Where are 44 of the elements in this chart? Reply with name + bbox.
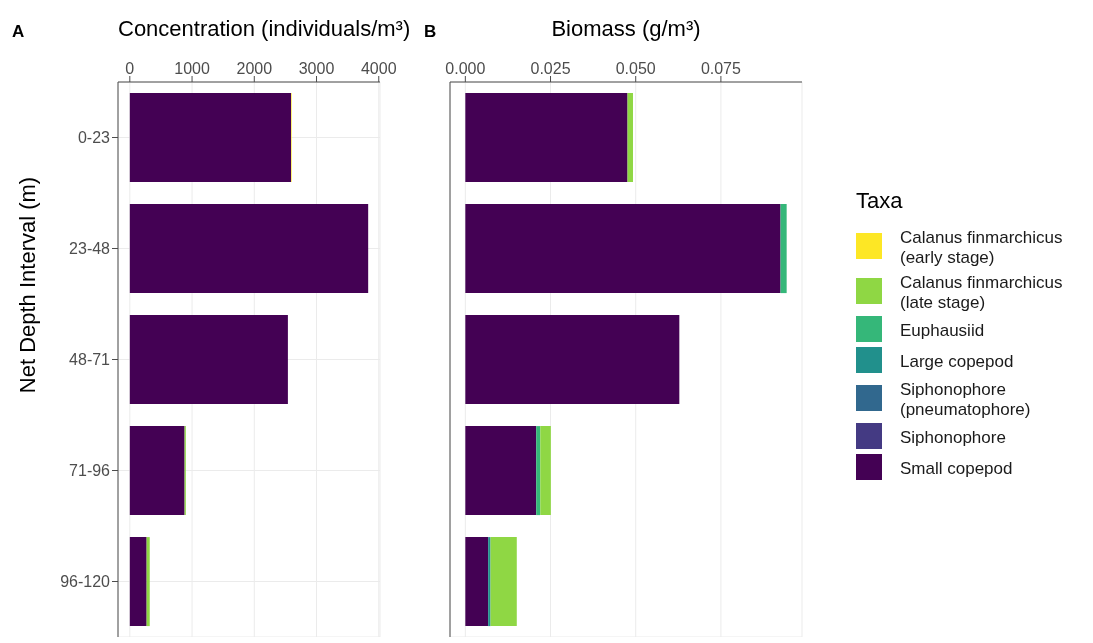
legend-label: Euphausiid	[900, 321, 985, 340]
legend-label: Calanus finmarchicus (early stage)	[900, 228, 1063, 267]
bar	[465, 315, 680, 405]
y-tick-label: 71-96	[69, 462, 111, 480]
bar	[465, 93, 628, 183]
x-tick-label: 1000	[174, 60, 210, 77]
y-tick-label: 23-48	[69, 240, 111, 258]
text: B	[424, 22, 437, 41]
bar	[129, 204, 369, 294]
legend-label: Small copepod	[900, 459, 1013, 478]
y-axis-title: Net Depth Interval (m)	[15, 176, 40, 393]
bar	[536, 426, 541, 516]
bar	[146, 537, 150, 627]
bar	[129, 315, 288, 405]
bar	[465, 537, 489, 627]
x-tick-label: 0.050	[615, 60, 656, 77]
bar	[129, 537, 147, 627]
x-tick-label: 0.025	[530, 60, 571, 77]
bar	[465, 204, 781, 294]
bar	[465, 426, 537, 516]
bar	[540, 426, 551, 516]
legend-label: Large copepod	[900, 352, 1014, 371]
bar	[129, 426, 185, 516]
x-tick-label: 2000	[236, 60, 273, 77]
x-tick-label: 4000	[360, 60, 397, 77]
legend-label: Siphonophore (pneumatophore)	[900, 380, 1031, 419]
x-tick-label: 0.075	[700, 60, 742, 77]
bar	[627, 93, 633, 183]
legend-title: Taxa	[856, 188, 903, 213]
bar	[490, 537, 517, 627]
y-tick-label: 0-23	[77, 129, 111, 147]
legend-label: Siphonophore	[900, 428, 1006, 447]
y-tick-label: 96-120	[60, 573, 111, 591]
bar	[780, 204, 787, 294]
x-tick-label: 3000	[298, 60, 335, 77]
bar	[488, 537, 491, 627]
x-tick-label: 0	[125, 60, 135, 77]
x-tick-label: 0.000	[445, 60, 486, 77]
bar	[129, 93, 292, 183]
y-tick-label: 48-71	[69, 351, 111, 369]
chart-title: Biomass (g/m³)	[551, 16, 701, 41]
chart-title: Concentration (individuals/m³)	[118, 16, 411, 41]
legend-label: Calanus finmarchicus (late stage)	[900, 273, 1063, 312]
text: A	[12, 22, 25, 41]
